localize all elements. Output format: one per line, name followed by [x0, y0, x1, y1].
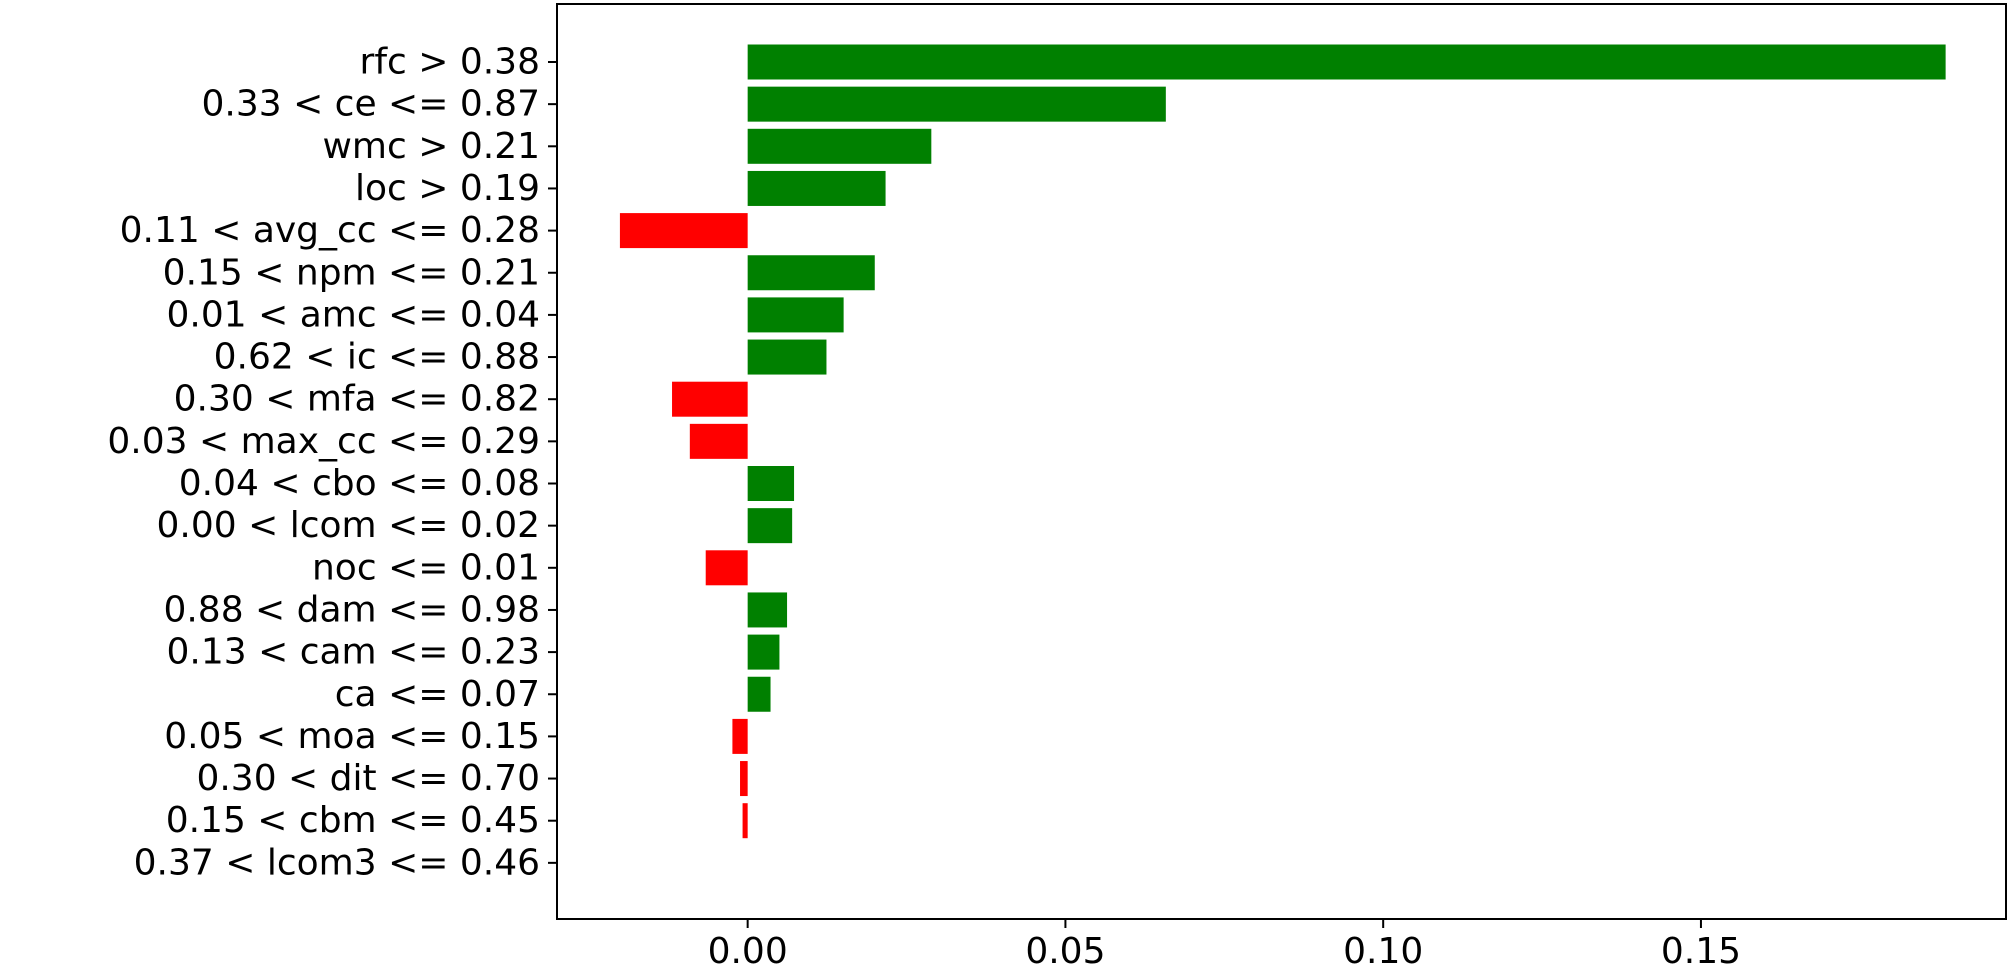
bar-5 — [747, 255, 875, 291]
bar-11 — [747, 508, 793, 544]
bars-layer — [619, 44, 1946, 839]
y-tick-label-13: 0.88 < dam <= 0.98 — [163, 589, 540, 630]
x-tick-label-3: 0.15 — [1661, 931, 1741, 967]
y-tick-label-4: 0.11 < avg_cc <= 0.28 — [120, 210, 540, 251]
y-tick-label-11: 0.00 < lcom <= 0.02 — [157, 505, 540, 546]
bar-17 — [740, 761, 748, 797]
y-tick-label-2: wmc > 0.21 — [322, 126, 540, 167]
y-tick-label-12: noc <= 0.01 — [312, 547, 540, 588]
y-tick-label-1: 0.33 < ce <= 0.87 — [201, 84, 540, 125]
bar-2 — [747, 128, 932, 164]
bar-14 — [747, 634, 780, 670]
y-tick-label-10: 0.04 < cbo <= 0.08 — [179, 463, 540, 504]
bar-13 — [747, 592, 788, 628]
bar-6 — [747, 297, 844, 333]
bar-8 — [672, 381, 748, 417]
bar-10 — [747, 466, 795, 501]
y-tick-label-16: 0.05 < moa <= 0.15 — [164, 716, 540, 757]
bar-15 — [747, 676, 771, 712]
y-tick-label-0: rfc > 0.38 — [360, 42, 540, 83]
y-tick-label-5: 0.15 < npm <= 0.21 — [163, 252, 540, 293]
bar-16 — [732, 718, 748, 754]
y-tick-label-14: 0.13 < cam <= 0.23 — [167, 632, 541, 673]
x-tick-label-0: 0.00 — [708, 931, 788, 967]
x-axis-ticks: 0.00 0.05 0.10 0.15 — [708, 919, 1741, 971]
bar-1 — [747, 86, 1166, 122]
bar-18 — [742, 803, 748, 839]
y-tick-label-15: ca <= 0.07 — [335, 674, 540, 715]
y-tick-label-9: 0.03 < max_cc <= 0.29 — [107, 421, 540, 462]
x-tick-label-1: 0.05 — [1025, 931, 1105, 967]
y-tick-label-7: 0.62 < ic <= 0.88 — [214, 337, 540, 378]
y-tick-label-19: 0.37 < lcom3 <= 0.46 — [134, 842, 540, 883]
bar-0 — [747, 44, 1946, 80]
y-tick-label-6: 0.01 < amc <= 0.04 — [167, 294, 541, 335]
bar-7 — [747, 339, 827, 375]
y-tick-label-8: 0.30 < mfa <= 0.82 — [174, 379, 540, 420]
y-tick-label-17: 0.30 < dit <= 0.70 — [196, 758, 540, 799]
x-tick-label-2: 0.10 — [1343, 931, 1423, 967]
plot-frame — [556, 3, 2007, 920]
bar-9 — [689, 423, 748, 459]
y-tick-label-3: loc > 0.19 — [355, 168, 540, 209]
bar-4 — [619, 213, 748, 249]
bar-3 — [747, 170, 886, 206]
bar-12 — [705, 550, 748, 586]
y-tick-label-18: 0.15 < cbm <= 0.45 — [166, 800, 540, 841]
